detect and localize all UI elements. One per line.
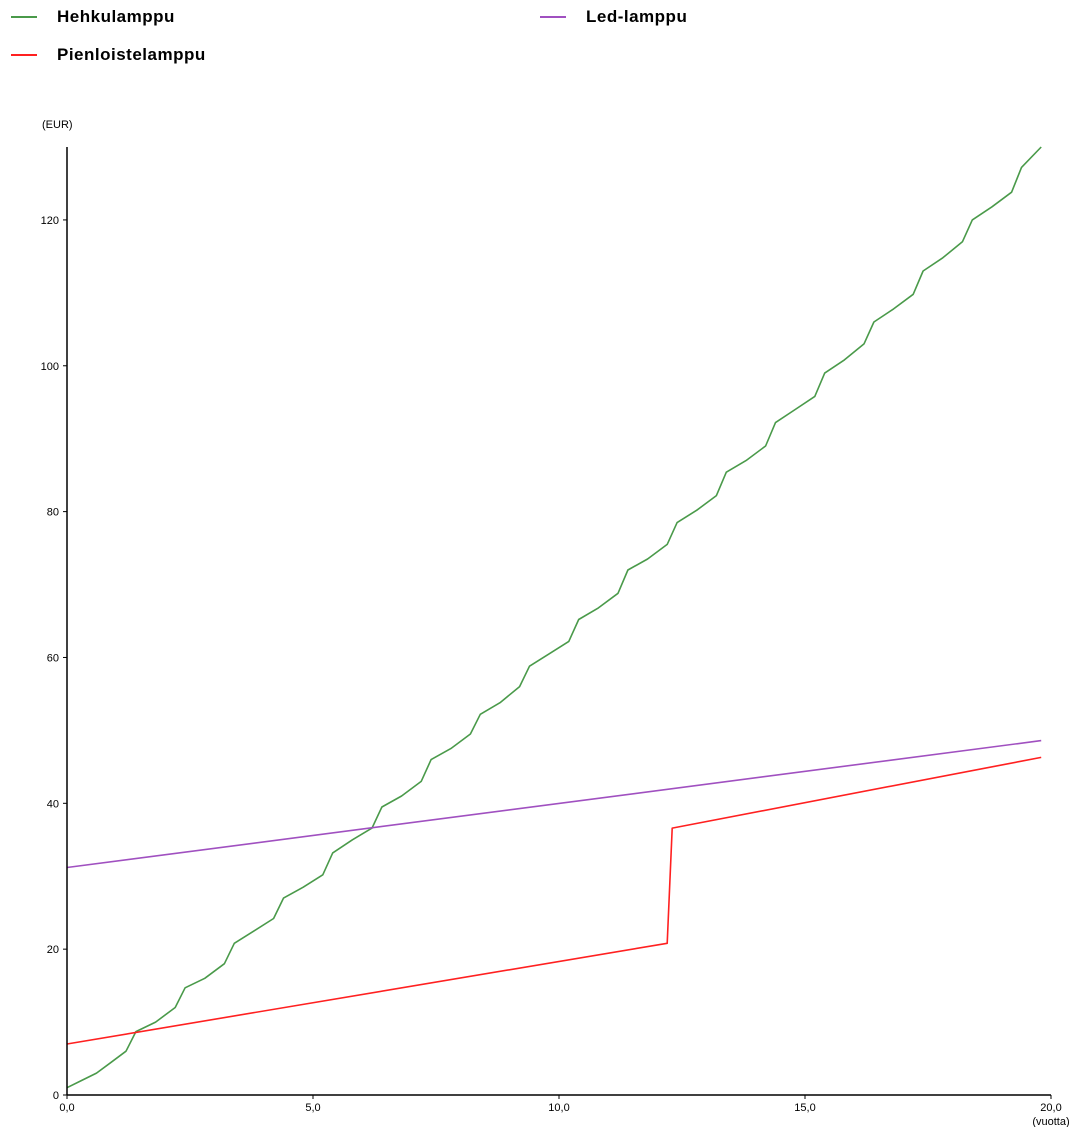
y-tick-label: 60	[47, 652, 59, 664]
legend-swatch-pienloistelamppu	[11, 54, 37, 56]
legend-label-pienloistelamppu: Pienloistelamppu	[57, 45, 206, 64]
x-tick-label: 10,0	[548, 1102, 569, 1114]
legend-item-pienloistelamppu: Pienloistelamppu	[11, 45, 206, 65]
legend-label-led-lamppu: Led-lamppu	[586, 7, 688, 26]
y-axis-label: (EUR)	[42, 119, 73, 131]
legend-item-led-lamppu: Led-lamppu	[540, 7, 687, 27]
series-line-led-lamppu	[66, 739, 1042, 869]
series-lines	[66, 146, 1042, 1089]
x-tick-label: 20,0	[1040, 1102, 1061, 1114]
series-line-hehkulamppu	[66, 146, 1042, 1089]
y-tick-label: 40	[47, 798, 59, 810]
y-tick-label: 0	[53, 1090, 59, 1102]
y-tick-label: 100	[41, 361, 59, 373]
legend-swatch-led-lamppu	[540, 16, 566, 18]
legend-swatch-hehkulamppu	[11, 16, 37, 18]
y-tick-label: 120	[41, 215, 59, 227]
x-tick-label: 5,0	[305, 1102, 320, 1114]
series-line-pienloistelamppu	[66, 756, 1042, 1045]
y-tick-label: 20	[47, 944, 59, 956]
x-axis-label: (vuotta)	[1032, 1116, 1069, 1127]
legend-item-hehkulamppu: Hehkulamppu	[11, 7, 175, 27]
x-tick-label: 0,0	[59, 1102, 74, 1114]
y-tick-label: 80	[47, 507, 59, 519]
ticks: 0 20 40 60 80 100 120 0,0 5,0 10,0 15,0 20,0	[41, 215, 1062, 1114]
x-tick-label: 15,0	[794, 1102, 815, 1114]
legend-label-hehkulamppu: Hehkulamppu	[57, 7, 175, 26]
